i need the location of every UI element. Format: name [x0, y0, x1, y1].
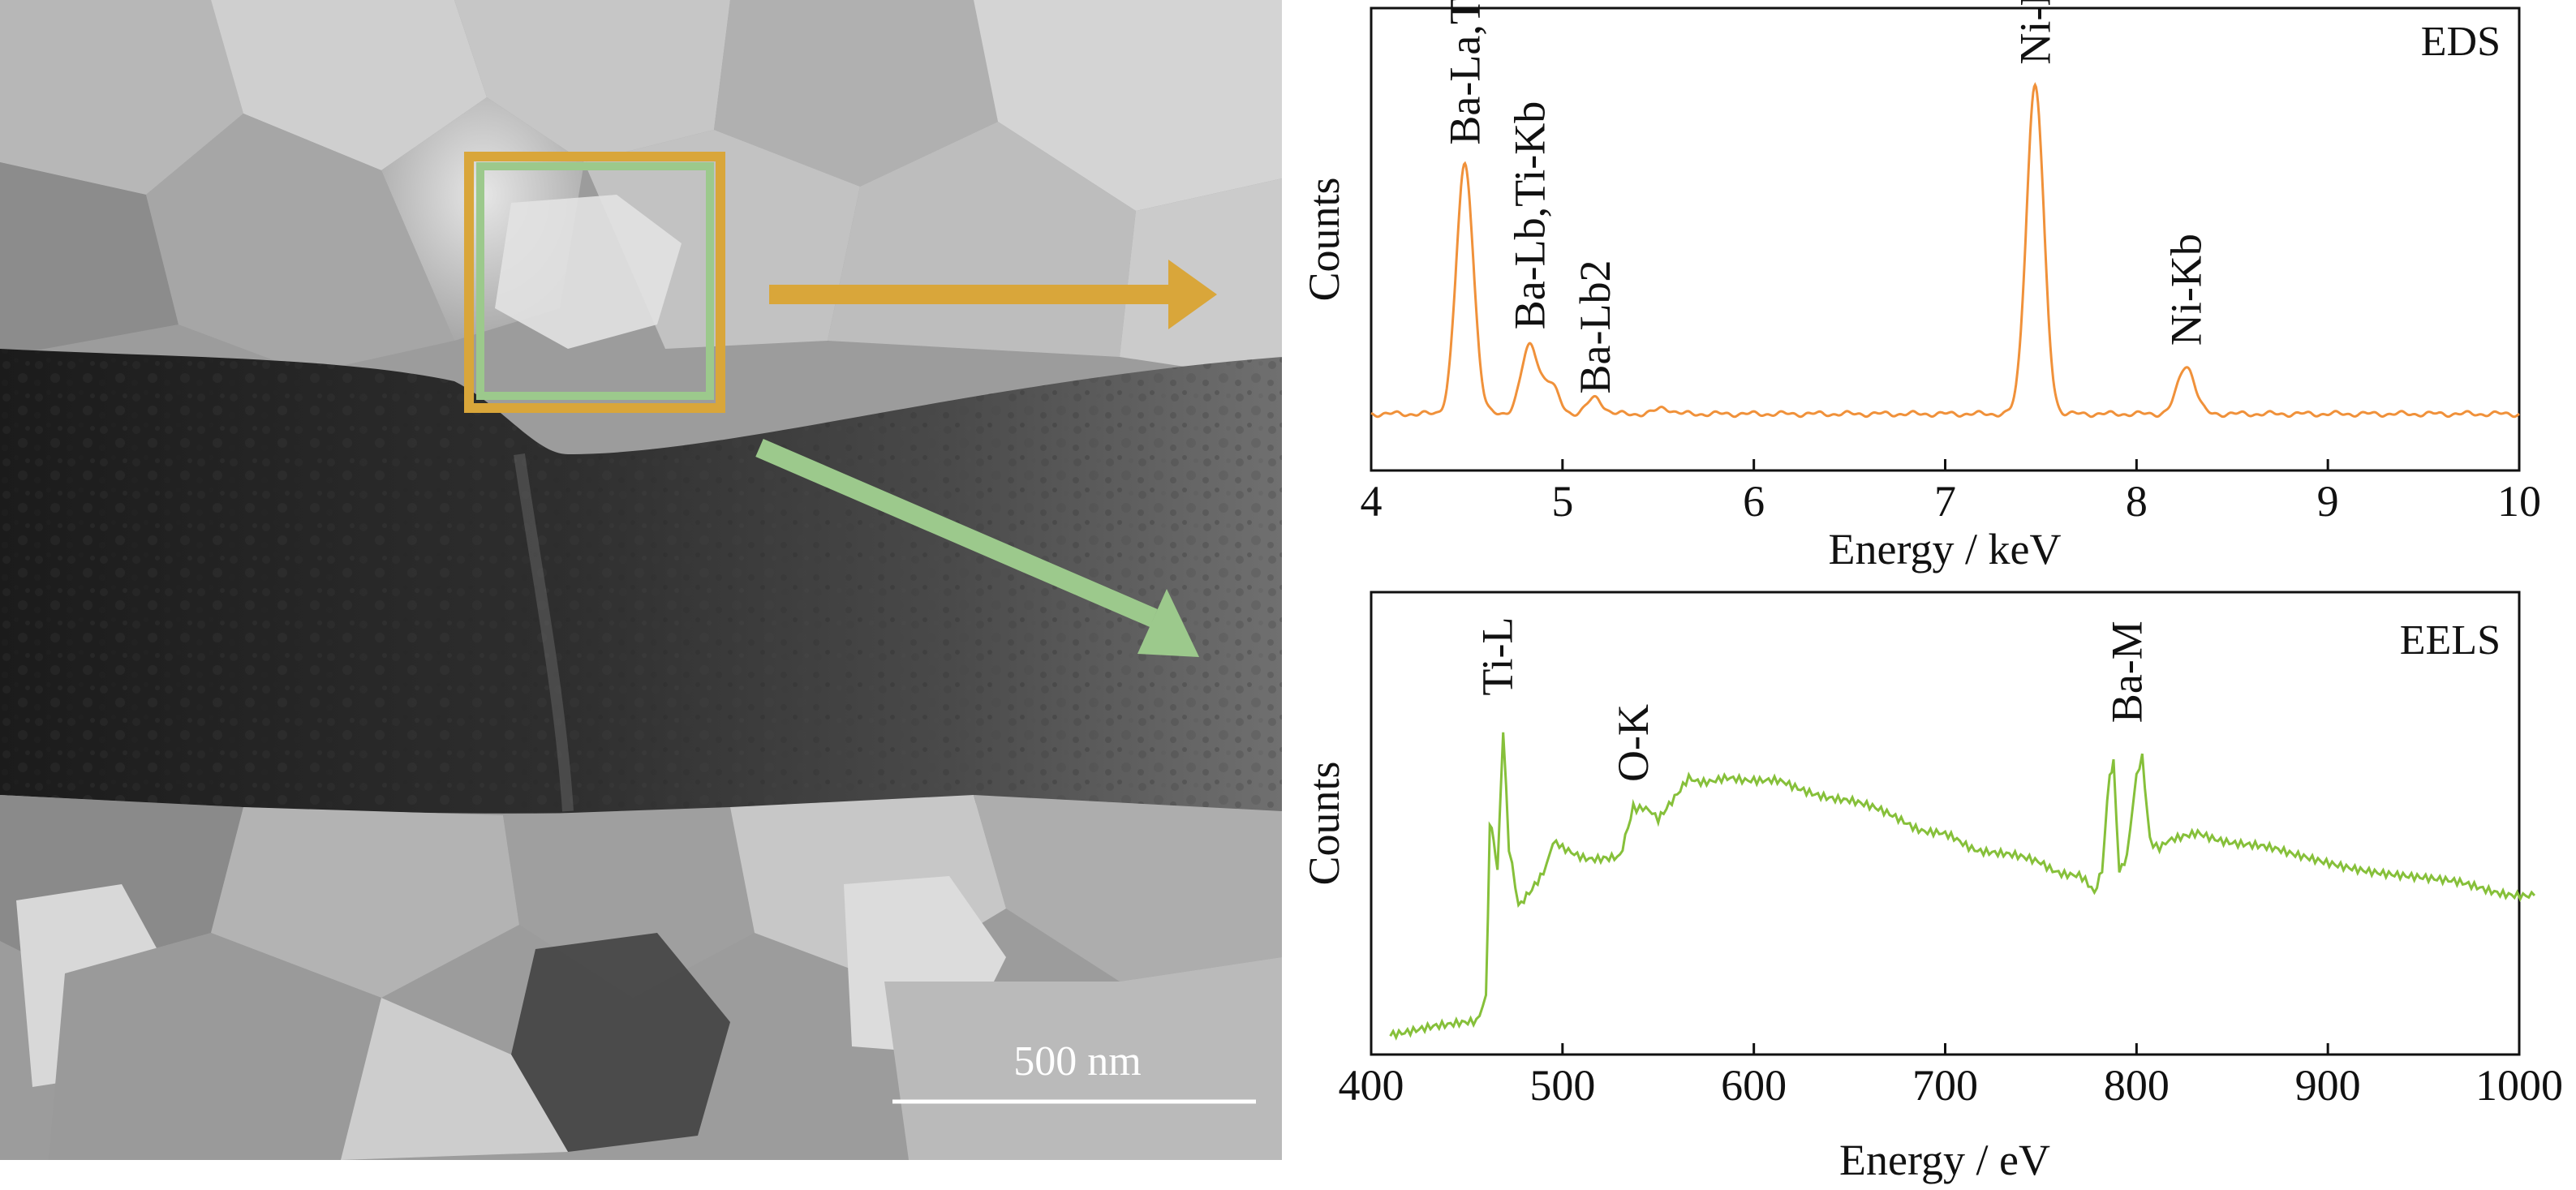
eels-x-tick-label: 1000 [2475, 1061, 2563, 1110]
eds-peak-label: Ba-La,Ti-Ka [1441, 0, 1490, 145]
eels-series-line [1389, 732, 2536, 1041]
eds-x-tick-label: 8 [2126, 477, 2148, 526]
eels-chart: 400 500 600 700 800 900 1000 Ti-LO-KBa-M EELS … [1300, 591, 2563, 1184]
eds-x-tick-label: 9 [2317, 477, 2339, 526]
eels-x-tick-label: 700 [1912, 1061, 1978, 1110]
eels-y-axis-title: Counts [1300, 761, 1348, 885]
eds-peak-label: Ba-Lb2 [1571, 260, 1619, 394]
eds-x-tick-label: 7 [1934, 477, 1956, 526]
eels-region-box [476, 162, 714, 400]
eds-x-tick-label: 10 [2497, 477, 2541, 526]
tem-dark-band [0, 349, 1282, 819]
eds-peak-labels: Ba-La,Ti-Ka Ba-Lb,Ti-Kb Ba-Lb2 Ni-Ka Ni-Kb [1441, 0, 2211, 394]
eds-x-tick-label: 4 [1361, 477, 1383, 526]
eds-series-line [1370, 82, 2520, 419]
eels-x-tick-label: 400 [1339, 1061, 1404, 1110]
eds-x-ticks: 4 5 6 7 8 9 10 [1361, 459, 2541, 526]
eels-x-axis-title: Energy / eV [1839, 1136, 2050, 1184]
eds-peak-label: Ba-Lb,Ti-Kb [1506, 101, 1555, 330]
eds-chart: 4 5 6 7 8 9 10 Ba-La,Ti-Ka Ba-Lb,Ti-Kb Ba-Lb2 Ni-… [1300, 0, 2541, 574]
eds-title: EDS [2421, 19, 2501, 65]
eds-peak-label: Ni-Kb [2162, 234, 2211, 346]
eels-title: EELS [2400, 617, 2501, 664]
eels-peak-labels: Ti-L O-K Ba-M [1473, 617, 2152, 782]
eds-x-tick-label: 6 [1743, 477, 1765, 526]
eels-x-tick-label: 900 [2295, 1061, 2361, 1110]
eds-x-tick-label: 5 [1551, 477, 1573, 526]
eels-peak-label: Ti-L [1473, 617, 1522, 696]
eels-x-tick-label: 800 [2104, 1061, 2170, 1110]
eds-arrow [769, 260, 1217, 329]
eds-y-axis-title: Counts [1300, 177, 1348, 301]
eels-x-tick-label: 600 [1721, 1061, 1787, 1110]
eels-x-ticks: 400 500 600 700 800 900 1000 [1339, 1043, 2563, 1110]
eds-peak-label: Ni-Ka [2010, 0, 2059, 65]
eels-peak-label: Ba-M [2103, 621, 2152, 723]
eds-x-axis-title: Energy / keV [1829, 525, 2062, 574]
tem-grains [0, 0, 1282, 381]
eels-peak-label: O-K [1609, 704, 1658, 782]
tem-micrograph: 500 nm [0, 0, 1282, 1160]
eels-x-tick-label: 500 [1529, 1061, 1595, 1110]
scale-bar-label: 500 nm [1013, 1038, 1141, 1085]
tem-lower-grains [0, 795, 1282, 1160]
eels-plot-frame [1370, 591, 2521, 1056]
eds-region-box [464, 152, 725, 413]
eels-arrow [755, 438, 1199, 657]
scale-bar: 500 nm [892, 1038, 1256, 1104]
